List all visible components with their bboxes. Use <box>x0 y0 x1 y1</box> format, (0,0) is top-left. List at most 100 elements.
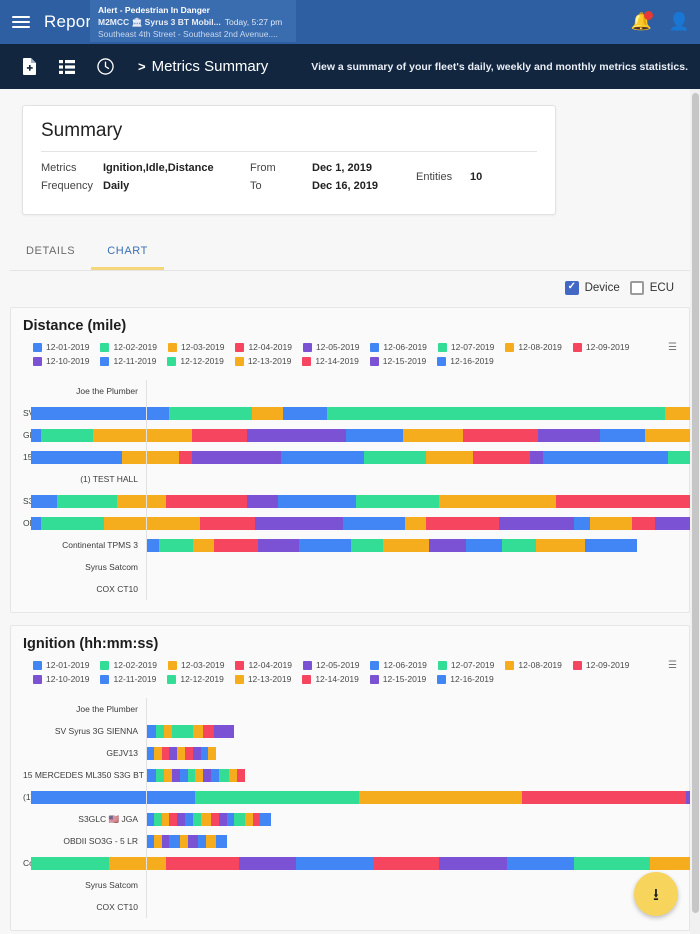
bar-segment[interactable] <box>342 516 406 530</box>
bar-segment[interactable] <box>465 538 503 552</box>
stacked-bar[interactable] <box>31 494 700 508</box>
bar-segment[interactable] <box>161 834 170 848</box>
bar-segment[interactable] <box>194 790 359 804</box>
bar-segment[interactable] <box>161 746 170 760</box>
bar-segment[interactable] <box>213 538 258 552</box>
bar-segment[interactable] <box>345 428 403 442</box>
bar-segment[interactable] <box>296 856 375 870</box>
bar-segment[interactable] <box>254 516 343 530</box>
legend-item[interactable]: 12-05-2019 <box>302 342 359 352</box>
bar-segment[interactable] <box>574 516 590 530</box>
bar-segment[interactable] <box>462 428 538 442</box>
bar-segment[interactable] <box>179 834 188 848</box>
bar-segment[interactable] <box>649 856 700 870</box>
bar-segment[interactable] <box>31 406 169 420</box>
bar-segment[interactable] <box>199 516 255 530</box>
bar-segment[interactable] <box>498 516 575 530</box>
bar-segment[interactable] <box>122 450 180 464</box>
bar-segment[interactable] <box>156 768 165 782</box>
legend-item[interactable]: 12-04-2019 <box>235 342 292 352</box>
bar-segment[interactable] <box>280 450 364 464</box>
bar-segment[interactable] <box>153 812 162 826</box>
bar-segment[interactable] <box>169 812 178 826</box>
clock-icon[interactable] <box>97 58 114 75</box>
legend-item[interactable]: 12-15-2019 <box>369 674 426 684</box>
bar-segment[interactable] <box>31 856 109 870</box>
stacked-bar[interactable] <box>146 768 245 782</box>
bar-segment[interactable] <box>405 516 427 530</box>
legend-item[interactable]: 12-03-2019 <box>167 342 224 352</box>
bar-segment[interactable] <box>654 516 700 530</box>
bar-segment[interactable] <box>179 768 188 782</box>
vertical-scrollbar-thumb[interactable] <box>692 93 699 913</box>
bar-segment[interactable] <box>146 724 157 738</box>
bar-segment[interactable] <box>200 812 211 826</box>
bar-segment[interactable] <box>218 812 227 826</box>
bar-segment[interactable] <box>146 768 157 782</box>
bar-segment[interactable] <box>472 450 531 464</box>
bar-segment[interactable] <box>195 768 204 782</box>
legend-item[interactable]: 12-10-2019 <box>33 674 89 684</box>
bar-segment[interactable] <box>543 450 668 464</box>
bar-segment[interactable] <box>192 538 214 552</box>
legend-item[interactable]: 12-16-2019 <box>437 356 494 366</box>
bar-segment[interactable] <box>31 450 122 464</box>
legend-overflow-icon[interactable]: ☰ <box>668 660 677 671</box>
tab-chart[interactable]: CHART <box>91 233 164 270</box>
bar-segment[interactable] <box>299 538 352 552</box>
ecu-checkbox-group[interactable]: ECU <box>629 281 674 295</box>
stacked-bar[interactable] <box>146 724 235 738</box>
bar-segment[interactable] <box>146 834 154 848</box>
device-checkbox[interactable] <box>564 281 579 295</box>
user-account-icon[interactable]: 👤 <box>668 12 690 31</box>
bar-segment[interactable] <box>506 856 575 870</box>
bar-segment[interactable] <box>171 724 193 738</box>
bar-segment[interactable] <box>351 538 383 552</box>
bar-segment[interactable] <box>236 768 245 782</box>
legend-item[interactable]: 12-14-2019 <box>302 356 359 366</box>
bar-segment[interactable] <box>159 538 193 552</box>
stacked-bar[interactable] <box>146 812 271 826</box>
bar-segment[interactable] <box>644 428 694 442</box>
bar-segment[interactable] <box>530 450 544 464</box>
bar-segment[interactable] <box>41 516 104 530</box>
stacked-bar[interactable] <box>31 406 700 420</box>
legend-item[interactable]: 12-05-2019 <box>302 660 359 670</box>
bar-segment[interactable] <box>166 856 239 870</box>
bar-segment[interactable] <box>283 406 328 420</box>
bar-segment[interactable] <box>192 812 201 826</box>
bar-segment[interactable] <box>374 856 440 870</box>
bar-segment[interactable] <box>179 450 193 464</box>
legend-item[interactable]: 12-01-2019 <box>33 660 89 670</box>
bar-segment[interactable] <box>205 834 217 848</box>
device-checkbox-group[interactable]: Device <box>564 281 620 295</box>
bar-segment[interactable] <box>426 450 473 464</box>
bar-segment[interactable] <box>246 494 278 508</box>
stacked-bar[interactable] <box>146 538 638 552</box>
bar-segment[interactable] <box>585 538 638 552</box>
bar-segment[interactable] <box>213 724 235 738</box>
bar-segment[interactable] <box>631 516 655 530</box>
bar-segment[interactable] <box>535 538 586 552</box>
bar-segment[interactable] <box>116 494 167 508</box>
bar-segment[interactable] <box>355 494 440 508</box>
bar-segment[interactable] <box>146 538 159 552</box>
bar-segment[interactable] <box>203 724 214 738</box>
bar-segment[interactable] <box>184 812 193 826</box>
bar-segment[interactable] <box>429 538 466 552</box>
legend-item[interactable]: 12-08-2019 <box>505 660 562 670</box>
stacked-bar[interactable] <box>146 746 217 760</box>
legend-item[interactable]: 12-16-2019 <box>437 674 494 684</box>
bar-segment[interactable] <box>146 812 154 826</box>
legend-overflow-icon[interactable]: ☰ <box>668 342 677 353</box>
bar-segment[interactable] <box>244 812 253 826</box>
bar-segment[interactable] <box>187 768 196 782</box>
list-icon[interactable] <box>59 59 75 74</box>
bar-segment[interactable] <box>203 768 211 782</box>
vertical-scrollbar-track[interactable] <box>690 89 700 934</box>
download-button[interactable]: ⭳ <box>634 872 678 916</box>
bar-segment[interactable] <box>166 494 247 508</box>
bar-segment[interactable] <box>31 516 42 530</box>
bar-segment[interactable] <box>109 856 167 870</box>
bar-segment[interactable] <box>177 746 185 760</box>
